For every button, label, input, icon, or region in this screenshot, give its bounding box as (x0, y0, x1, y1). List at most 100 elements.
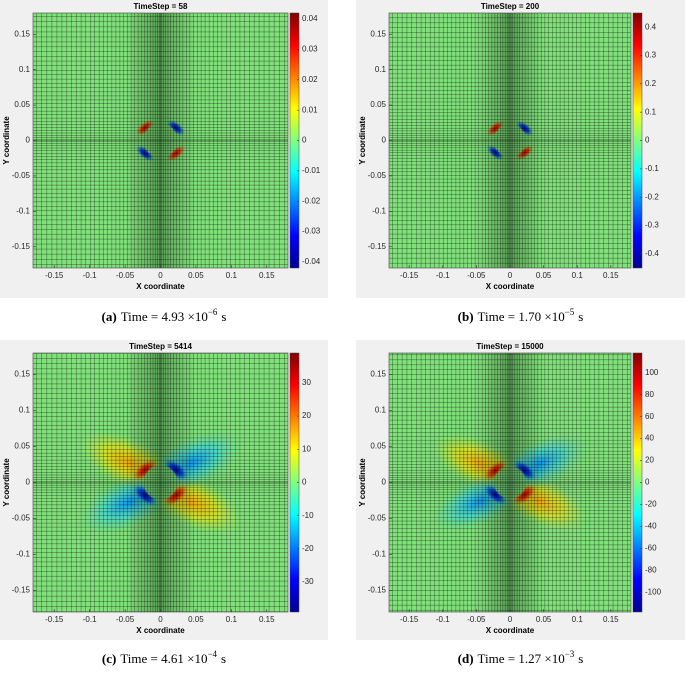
y-tick-label: -0.1 (372, 550, 386, 559)
y-tick-label: -0.1 (16, 550, 30, 559)
y-tick-label: 0.15 (370, 370, 386, 379)
panel: -0.15 -0.1 -0.05 0 0.05 0.1 0.15 -0.15 -0.1 -0.05… (0, 0, 328, 324)
plot-title: TimeStep = 200 (481, 2, 540, 11)
x-tick-label: -0.15 (400, 615, 419, 624)
y-tick-label: 0.1 (19, 65, 31, 74)
caption: (d) Time = 1.27 ×10−3 s (458, 649, 584, 666)
plot-title: TimeStep = 5414 (129, 342, 192, 351)
y-axis-label: Y coordinate (358, 458, 367, 507)
colorbar-tick-label: 60 (645, 412, 654, 421)
caption-unit: s (221, 309, 226, 324)
caption: (c) Time = 4.61 ×10−4 s (102, 649, 226, 666)
x-tick-label: -0.15 (45, 271, 64, 280)
colorbar-tick-label: 0.02 (302, 75, 318, 84)
y-tick-label: -0.1 (372, 206, 386, 215)
y-tick-label: -0.05 (12, 514, 31, 523)
x-tick-label: 0.15 (603, 271, 619, 280)
colorbar-tick-label: -0.1 (645, 164, 659, 173)
caption-text: Time = 1.70 ×10 (478, 309, 565, 324)
y-tick-label: 0 (26, 478, 31, 487)
colorbar-tick-label: 0 (645, 478, 650, 487)
y-tick-label: 0.05 (370, 100, 386, 109)
colorbar-tick-label: -80 (645, 565, 657, 574)
y-tick-label: 0 (382, 136, 387, 145)
colorbar-tick-label: -10 (302, 511, 314, 520)
caption-exponent: −4 (207, 649, 217, 659)
colorbar-tick-label: -40 (645, 522, 657, 531)
colorbar-tick-label: 0.2 (645, 79, 657, 88)
plot-title: TimeStep = 58 (134, 2, 188, 11)
colorbar-tick-label: -30 (302, 577, 314, 586)
x-tick-label: -0.15 (400, 271, 419, 280)
mesh (33, 353, 288, 612)
colorbar-tick-label: -0.4 (645, 249, 659, 258)
caption-unit: s (578, 309, 583, 324)
y-tick-label: 0.1 (375, 65, 387, 74)
caption-label: (a) (102, 309, 117, 324)
y-tick-label: -0.15 (12, 242, 31, 251)
y-tick-label: 0 (26, 136, 31, 145)
y-tick-label: -0.1 (16, 206, 30, 215)
field (33, 353, 288, 612)
field (389, 13, 631, 268)
caption-label: (d) (458, 651, 474, 666)
field (389, 353, 631, 612)
caption-text: Time = 4.93 ×10 (121, 309, 208, 324)
colorbar-tick-label: 0.04 (302, 14, 318, 23)
x-tick-label: 0 (508, 615, 513, 624)
x-tick-label: 0 (508, 271, 513, 280)
x-tick-label: 0.05 (188, 615, 204, 624)
caption-exponent: −6 (208, 307, 218, 317)
colorbar-tick-label: 100 (645, 368, 659, 377)
x-tick-label: 0.05 (188, 271, 204, 280)
x-tick-label: -0.15 (45, 615, 64, 624)
y-tick-label: -0.05 (368, 514, 387, 523)
x-axis-label: X coordinate (486, 626, 535, 635)
x-tick-label: 0.15 (603, 615, 619, 624)
colorbar-tick-label: -0.3 (645, 221, 659, 230)
mesh (389, 353, 631, 612)
colorbar-tick-label: -20 (645, 500, 657, 509)
y-tick-label: -0.05 (368, 171, 387, 180)
y-tick-label: -0.15 (12, 586, 31, 595)
colorbar-tick-label: 20 (645, 456, 654, 465)
colorbar-tick-label: 0.03 (302, 45, 318, 54)
colorbar-tick-label: -20 (302, 544, 314, 553)
y-tick-label: 0.15 (14, 29, 30, 38)
x-tick-label: 0.15 (259, 271, 275, 280)
y-tick-label: 0.05 (14, 442, 30, 451)
colorbar-tick-label: -100 (645, 587, 662, 596)
x-axis-label: X coordinate (136, 282, 185, 291)
y-tick-label: 0.05 (370, 442, 386, 451)
y-tick-label: 0 (382, 478, 387, 487)
caption-unit: s (221, 651, 226, 666)
y-tick-label: -0.15 (368, 242, 387, 251)
y-tick-label: 0.15 (370, 29, 386, 38)
colorbar-tick-label: -0.04 (302, 257, 321, 266)
y-tick-label: 0.05 (14, 100, 30, 109)
plot-title: TimeStep = 15000 (476, 342, 544, 351)
colorbar-tick-label: 80 (645, 390, 654, 399)
x-tick-label: 0.1 (572, 615, 584, 624)
colorbar-tick-label: 0.01 (302, 105, 318, 114)
colorbar-tick-label: -0.2 (645, 192, 659, 201)
x-tick-label: -0.05 (467, 271, 486, 280)
x-tick-label: 0.05 (536, 615, 552, 624)
y-tick-label: 0.1 (375, 406, 387, 415)
caption-text: Time = 4.61 ×10 (120, 651, 207, 666)
colorbar-tick-label: -60 (645, 543, 657, 552)
colorbar-tick-label: 0 (302, 136, 307, 145)
x-tick-label: 0 (158, 615, 163, 624)
colorbar-tick-label: 40 (645, 434, 654, 443)
caption-exponent: −5 (565, 307, 575, 317)
x-tick-label: -0.1 (83, 271, 97, 280)
y-tick-label: 0.1 (19, 406, 31, 415)
colorbar-tick-label: -0.01 (302, 166, 321, 175)
x-tick-label: -0.1 (436, 615, 450, 624)
y-axis-label: Y coordinate (358, 116, 367, 165)
x-tick-label: -0.05 (116, 271, 135, 280)
caption-label: (b) (458, 309, 474, 324)
colorbar-tick-label: 20 (302, 411, 311, 420)
panel: -0.15 -0.1 -0.05 0 0.05 0.1 0.15 -0.15 -0.1 -0.05… (356, 340, 685, 666)
x-tick-label: -0.05 (116, 615, 135, 624)
